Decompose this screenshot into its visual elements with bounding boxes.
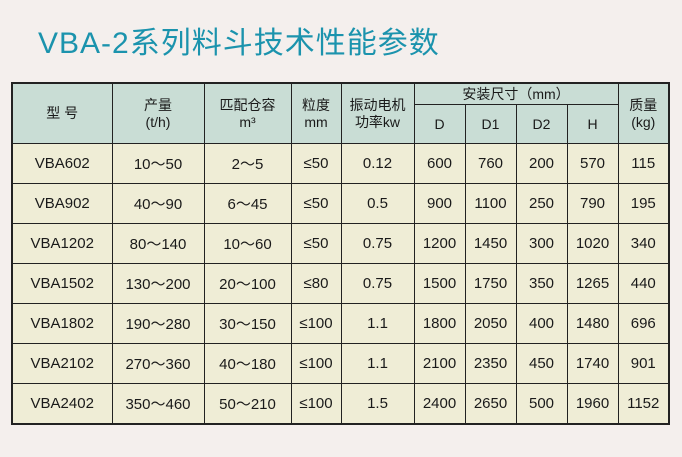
table-row: VBA2102 270～360 40～180 ≤100 1.1 2100 2350 450 17…	[11, 343, 670, 384]
table-cell: 1740	[566, 343, 619, 384]
table-cell: VBA2402	[11, 383, 113, 425]
table-cell: 1200	[413, 223, 466, 264]
header-motor: 振动电机 功率kw	[340, 82, 415, 144]
header-mass: 质量 (kg)	[617, 82, 670, 144]
header-h: H	[566, 104, 619, 144]
table-cell: 1100	[464, 183, 517, 224]
table-cell: 0.75	[340, 223, 415, 264]
table-cell: 1480	[566, 303, 619, 344]
table-cell: VBA1202	[11, 223, 113, 264]
table-row: VBA902 40～90 6～45 ≤50 0.5 900 1100 250 790 195	[11, 183, 670, 224]
table-cell: VBA1502	[11, 263, 113, 304]
table-row: VBA1502 130～200 20～100 ≤80 0.75 1500 1750 350 12…	[11, 263, 670, 304]
table-cell: 300	[515, 223, 568, 264]
table-cell: ≤80	[290, 263, 342, 304]
table-row: VBA2402 350～460 50～210 ≤100 1.5 2400 2650 500 19…	[11, 383, 670, 425]
table-cell: 20～100	[203, 263, 292, 304]
table-cell: 130～200	[111, 263, 205, 304]
table-cell: 1500	[413, 263, 466, 304]
table-cell: VBA602	[11, 143, 113, 184]
table-cell: VBA1802	[11, 303, 113, 344]
table-cell: 50～210	[203, 383, 292, 425]
table-cell: ≤100	[290, 343, 342, 384]
table-cell: 400	[515, 303, 568, 344]
table-cell: VBA902	[11, 183, 113, 224]
table-cell: 1750	[464, 263, 517, 304]
table-cell: 2350	[464, 343, 517, 384]
table-cell: 500	[515, 383, 568, 425]
table-cell: ≤50	[290, 143, 342, 184]
table-cell: 350～460	[111, 383, 205, 425]
table-cell: 200	[515, 143, 568, 184]
table-cell: 195	[617, 183, 670, 224]
table-cell: 1020	[566, 223, 619, 264]
page-title: VBA-2系列料斗技术性能参数	[38, 27, 440, 60]
table-cell: 80～140	[111, 223, 205, 264]
table-cell: 340	[617, 223, 670, 264]
table-cell: 30～150	[203, 303, 292, 344]
header-d1: D1	[464, 104, 517, 144]
table-cell: 440	[617, 263, 670, 304]
table-cell: 0.75	[340, 263, 415, 304]
table-cell: 2400	[413, 383, 466, 425]
table-cell: 0.12	[340, 143, 415, 184]
table-row: VBA602 10～50 2～5 ≤50 0.12 600 760 200 570 115	[11, 143, 670, 184]
header-d: D	[413, 104, 466, 144]
header-d2: D2	[515, 104, 568, 144]
table-cell: 115	[617, 143, 670, 184]
header-granularity: 粒度 mm	[290, 82, 342, 144]
table-cell: 40～180	[203, 343, 292, 384]
table-cell: 190～280	[111, 303, 205, 344]
table-cell: 10～50	[111, 143, 205, 184]
spec-table: 型 号 产量 (t/h) 匹配仓容 m³ 粒度 mm 振动电机 功率kw 安装尺寸（mm…	[11, 82, 670, 425]
table-cell: 2100	[413, 343, 466, 384]
table-cell: VBA2102	[11, 343, 113, 384]
table-cell: 1.1	[340, 343, 415, 384]
table-cell: 10～60	[203, 223, 292, 264]
table-cell: 250	[515, 183, 568, 224]
table-cell: 1960	[566, 383, 619, 425]
table-row: VBA1802 190～280 30～150 ≤100 1.1 1800 2050 400 14…	[11, 303, 670, 344]
table-cell: ≤50	[290, 223, 342, 264]
table-cell: 270～360	[111, 343, 205, 384]
table-row: VBA1202 80～140 10～60 ≤50 0.75 1200 1450 300 1020…	[11, 223, 670, 264]
table-cell: 2～5	[203, 143, 292, 184]
header-bin: 匹配仓容 m³	[203, 82, 292, 144]
table-cell: 1800	[413, 303, 466, 344]
table-cell: ≤100	[290, 303, 342, 344]
table-cell: 1450	[464, 223, 517, 264]
table-cell: 790	[566, 183, 619, 224]
table-cell: ≤50	[290, 183, 342, 224]
table-cell: 1265	[566, 263, 619, 304]
header-output: 产量 (t/h)	[111, 82, 205, 144]
table-cell: 900	[413, 183, 466, 224]
table-cell: 1152	[617, 383, 670, 425]
table-cell: 1.5	[340, 383, 415, 425]
table-cell: ≤100	[290, 383, 342, 425]
table-cell: 2650	[464, 383, 517, 425]
table-cell: 901	[617, 343, 670, 384]
table-cell: 0.5	[340, 183, 415, 224]
table-cell: 1.1	[340, 303, 415, 344]
header-install: 安装尺寸（mm）	[413, 82, 619, 105]
table-cell: 350	[515, 263, 568, 304]
table-cell: 570	[566, 143, 619, 184]
table-cell: 696	[617, 303, 670, 344]
table-cell: 2050	[464, 303, 517, 344]
table-cell: 40～90	[111, 183, 205, 224]
table-cell: 6～45	[203, 183, 292, 224]
header-model: 型 号	[11, 82, 113, 144]
table-cell: 600	[413, 143, 466, 184]
table-cell: 450	[515, 343, 568, 384]
table-cell: 760	[464, 143, 517, 184]
